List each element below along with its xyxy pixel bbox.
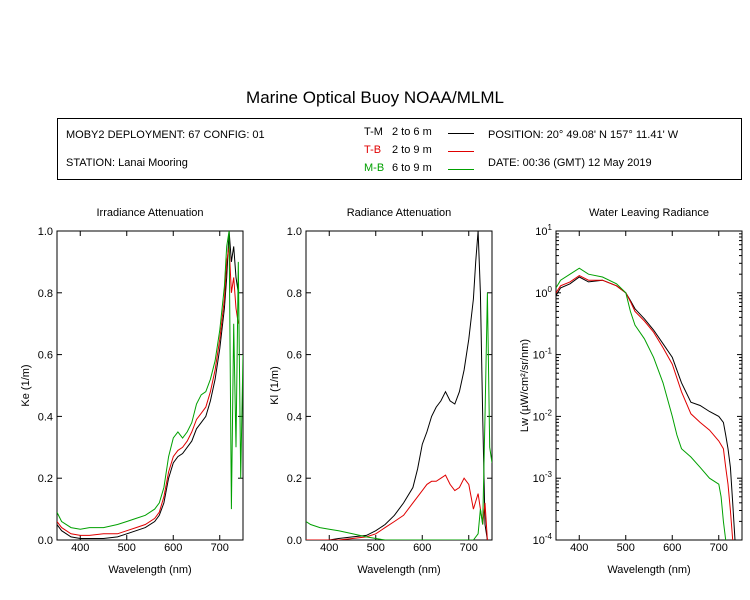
series-line-t-m: [306, 231, 488, 540]
y-tick-label: 10-1: [533, 347, 553, 362]
y-tick-label: 1.0: [38, 226, 53, 238]
chart-title: Water Leaving Radiance: [589, 207, 709, 219]
y-tick-label: 0.8: [287, 288, 302, 300]
chart-title: Radiance Attenuation: [347, 207, 452, 219]
info-box: MOBY2 DEPLOYMENT: 67 CONFIG: 01 STATION:…: [57, 118, 742, 180]
series-line-t-m: [556, 276, 736, 540]
y-tick-label: 10-4: [533, 532, 553, 547]
legend-mb-range: 6 to 9 m: [392, 162, 432, 174]
series-line-t-b: [57, 246, 239, 536]
date-text: DATE: 00:36 (GMT) 12 May 2019: [488, 157, 652, 169]
series-line-m-b: [57, 231, 243, 530]
chart-panel-1: Radiance Attenuation 400 500 600 700 0.0 0.2 0.…: [269, 207, 493, 576]
y-tick-label: 0.4: [287, 411, 302, 423]
y-axis-label: Ke (1/m): [20, 364, 32, 406]
position-text: POSITION: 20° 49.08' N 157° 11.41' W: [488, 129, 679, 141]
series-line-t-b: [306, 474, 488, 540]
x-tick-label: 700: [211, 542, 229, 554]
y-axis-label: Kl (1/m): [269, 366, 281, 405]
y-tick-label: 0.4: [38, 411, 53, 423]
series-line-m-b: [556, 267, 727, 540]
y-tick-label: 0.2: [38, 473, 53, 485]
x-tick-label: 400: [570, 542, 588, 554]
x-tick-label: 500: [118, 542, 136, 554]
y-tick-label: 0.6: [38, 350, 53, 362]
x-tick-label: 700: [710, 542, 728, 554]
x-tick-label: 600: [164, 542, 182, 554]
station-text: STATION: Lanai Mooring: [66, 157, 188, 169]
x-tick-label: 500: [367, 542, 385, 554]
x-tick-label: 700: [460, 542, 478, 554]
legend-tb-name: T-B: [364, 144, 382, 156]
x-tick-label: 400: [71, 542, 89, 554]
y-tick-label: 10-2: [533, 408, 553, 423]
y-tick-label: 1.0: [287, 226, 302, 238]
chart-panel-2: Water Leaving Radiance 400 500 600 700 10-4 10…: [519, 207, 743, 576]
x-tick-label: 600: [663, 542, 681, 554]
x-tick-label: 600: [413, 542, 431, 554]
x-axis-label: Wavelength (nm): [108, 564, 191, 576]
x-axis-label: Wavelength (nm): [357, 564, 440, 576]
deployment-text: MOBY2 DEPLOYMENT: 67 CONFIG: 01: [66, 129, 265, 141]
y-axis-label: Lw (µW/cm²/sr/nm): [519, 339, 531, 432]
plot-frame: [305, 230, 493, 541]
series-line-t-b: [556, 275, 734, 540]
y-tick-label: 100: [535, 285, 552, 300]
x-tick-label: 400: [320, 542, 338, 554]
y-tick-label: 10-3: [533, 470, 553, 485]
plot-frame: [56, 230, 244, 541]
y-tick-label: 0.0: [38, 535, 53, 547]
series-line-t-m: [57, 231, 239, 539]
chart-title: Irradiance Attenuation: [96, 207, 203, 219]
x-tick-label: 500: [617, 542, 635, 554]
chart-panel-0: Irradiance Attenuation 400 500 600 700 0.0 0.2…: [20, 207, 244, 576]
y-tick-label: 0.8: [38, 288, 53, 300]
main-title: Marine Optical Buoy NOAA/MLML: [246, 88, 504, 107]
legend-mb-line: [448, 169, 474, 170]
series-line-m-b: [306, 292, 492, 540]
legend-tm-line: [448, 133, 474, 134]
y-tick-label: 101: [535, 223, 552, 238]
y-tick-label: 0.6: [287, 350, 302, 362]
legend-tm-name: T-M: [364, 126, 383, 138]
y-tick-label: 0.2: [287, 473, 302, 485]
legend-tb-range: 2 to 9 m: [392, 144, 432, 156]
x-axis-label: Wavelength (nm): [607, 564, 690, 576]
legend-tb-line: [448, 151, 474, 152]
y-tick-label: 0.0: [287, 535, 302, 547]
plot-frame: [555, 230, 743, 541]
legend-mb-name: M-B: [364, 162, 385, 174]
legend-tm-range: 2 to 6 m: [392, 126, 432, 138]
